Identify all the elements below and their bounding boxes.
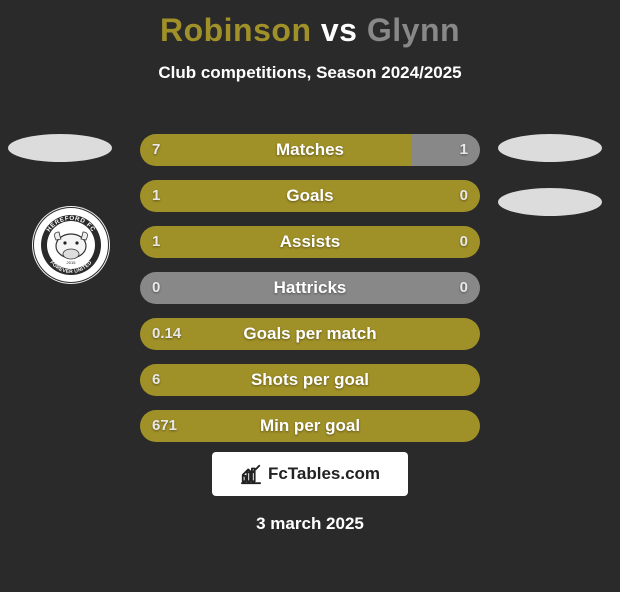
stat-label: Hattricks [140, 272, 480, 304]
stat-value-p2: 0 [460, 272, 468, 304]
fctables-watermark: FcTables.com [212, 452, 408, 496]
stat-value-p1: 6 [152, 364, 160, 396]
brand-text: FcTables.com [268, 464, 380, 484]
stat-value-p1: 1 [152, 226, 160, 258]
stat-row: Min per goal671 [140, 410, 480, 442]
subtitle: Club competitions, Season 2024/2025 [0, 63, 620, 83]
player1-club-badge: HEREFORD FC FOREVER UNITED 2015 [32, 206, 110, 284]
stat-value-p1: 671 [152, 410, 177, 442]
stat-label: Min per goal [140, 410, 480, 442]
stat-value-p2: 0 [460, 180, 468, 212]
vs-text: vs [321, 12, 358, 48]
stat-label: Assists [140, 226, 480, 258]
stat-value-p1: 0 [152, 272, 160, 304]
stat-value-p2: 1 [460, 134, 468, 166]
stat-label: Shots per goal [140, 364, 480, 396]
stat-value-p1: 0.14 [152, 318, 181, 350]
svg-text:2015: 2015 [67, 260, 77, 265]
stat-row: Assists1 0 [140, 226, 480, 258]
player2-name: Glynn [367, 12, 460, 48]
stat-row: Goals1 0 [140, 180, 480, 212]
stat-row: Hattricks0 0 [140, 272, 480, 304]
date-text: 3 march 2025 [0, 514, 620, 534]
hereford-crest-icon: HEREFORD FC FOREVER UNITED 2015 [32, 206, 110, 284]
player2-country-badge [498, 134, 602, 162]
player1-country-badge [8, 134, 112, 162]
stat-label: Matches [140, 134, 480, 166]
chart-icon [240, 463, 262, 485]
stat-value-p1: 1 [152, 180, 160, 212]
stat-row: Shots per goal6 [140, 364, 480, 396]
stat-label: Goals [140, 180, 480, 212]
stats-bars: Matches71Goals10Assists10Hattricks00Goal… [140, 134, 480, 456]
stat-value-p2: 0 [460, 226, 468, 258]
stat-label: Goals per match [140, 318, 480, 350]
stat-row: Matches7 1 [140, 134, 480, 166]
stat-row: Goals per match0.14 [140, 318, 480, 350]
player2-club-badge [498, 188, 602, 216]
stat-value-p1: 7 [152, 134, 160, 166]
player1-name: Robinson [160, 12, 312, 48]
comparison-title: Robinson vs Glynn [0, 12, 620, 49]
